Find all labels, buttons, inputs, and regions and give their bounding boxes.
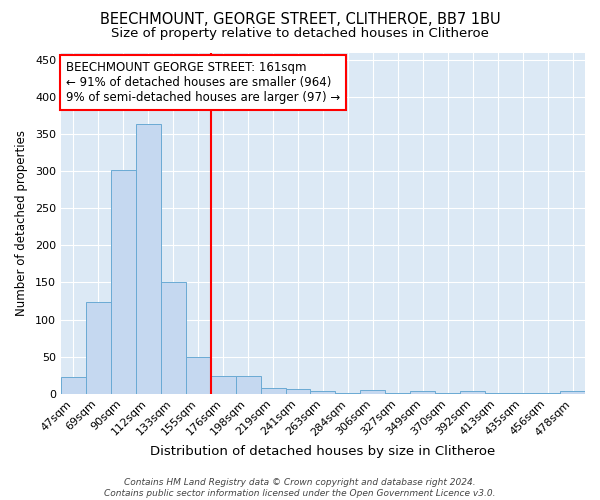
Bar: [61, 378, 86, 394]
Bar: [186, 358, 211, 394]
Bar: [535, 393, 560, 394]
Bar: [435, 393, 460, 394]
Bar: [86, 302, 111, 394]
Bar: [510, 393, 535, 394]
Bar: [460, 392, 485, 394]
X-axis label: Distribution of detached houses by size in Clitheroe: Distribution of detached houses by size …: [151, 444, 496, 458]
Text: Size of property relative to detached houses in Clitheroe: Size of property relative to detached ho…: [111, 28, 489, 40]
Bar: [560, 390, 585, 394]
Bar: [385, 393, 410, 394]
Bar: [485, 393, 510, 394]
Bar: [361, 390, 385, 394]
Bar: [136, 124, 161, 394]
Bar: [111, 170, 136, 394]
Bar: [335, 393, 361, 394]
Bar: [260, 388, 286, 394]
Bar: [161, 282, 186, 394]
Y-axis label: Number of detached properties: Number of detached properties: [15, 130, 28, 316]
Bar: [410, 390, 435, 394]
Bar: [310, 390, 335, 394]
Text: BEECHMOUNT GEORGE STREET: 161sqm
← 91% of detached houses are smaller (964)
9% o: BEECHMOUNT GEORGE STREET: 161sqm ← 91% o…: [66, 61, 340, 104]
Bar: [286, 390, 310, 394]
Bar: [236, 376, 260, 394]
Text: Contains HM Land Registry data © Crown copyright and database right 2024.
Contai: Contains HM Land Registry data © Crown c…: [104, 478, 496, 498]
Bar: [211, 376, 236, 394]
Text: BEECHMOUNT, GEORGE STREET, CLITHEROE, BB7 1BU: BEECHMOUNT, GEORGE STREET, CLITHEROE, BB…: [100, 12, 500, 28]
